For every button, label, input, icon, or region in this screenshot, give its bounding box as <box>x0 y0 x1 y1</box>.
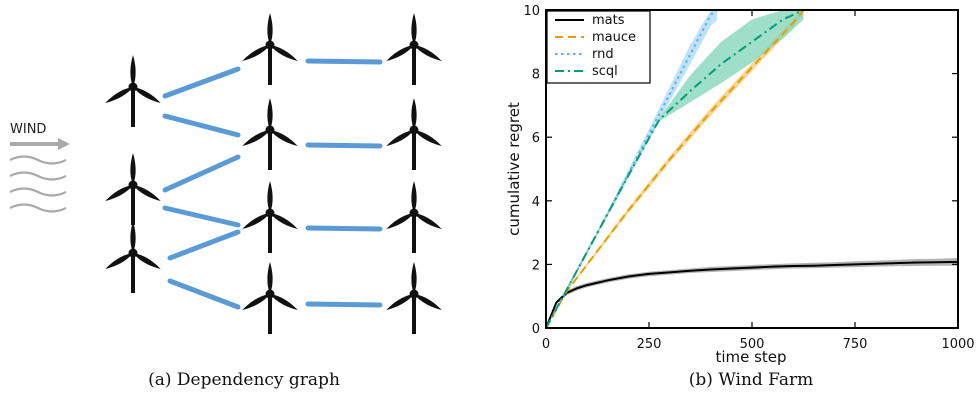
dependency-edge <box>162 66 241 99</box>
wind-wave-line <box>9 187 67 197</box>
y-tick-label: 8 <box>532 68 540 83</box>
turbine-icon <box>103 221 163 293</box>
turbine-icon <box>240 181 300 253</box>
wind-arrow-head-icon <box>58 138 70 150</box>
turbine-icon <box>240 98 300 170</box>
legend-box <box>546 10 651 84</box>
series-line-rnd <box>546 10 718 328</box>
x-axis-label: time step <box>715 348 786 366</box>
wind-wave-line <box>9 203 67 213</box>
wind-farm-chart-panel: 0 250 500 750 1000 0 2 4 6 8 10 time step cumulati… <box>505 4 975 390</box>
turbine-icon <box>384 262 444 334</box>
panel-a-caption: (a) Dependency graph <box>148 370 340 390</box>
y-tick-label: 2 <box>532 258 540 273</box>
legend-label-rnd: rnd <box>592 47 614 62</box>
dependency-edge <box>305 225 383 232</box>
dependency-edge <box>305 301 383 308</box>
y-tick-label: 0 <box>532 322 540 337</box>
axis-ticks: 0 250 500 750 1000 0 2 4 6 8 10 <box>523 4 974 352</box>
dependency-graph-panel: WIND <box>9 13 444 390</box>
dependency-edge <box>162 113 241 138</box>
series-lines <box>546 10 958 328</box>
series-line-mauce <box>546 10 805 328</box>
dependency-edge <box>162 154 241 193</box>
series-line-mats <box>546 260 958 328</box>
y-tick-label: 4 <box>532 195 540 210</box>
y-tick-label: 6 <box>532 131 540 146</box>
x-tick-label: 250 <box>637 337 662 352</box>
wind-wave-line <box>9 155 67 165</box>
dependency-edge <box>305 142 383 149</box>
dependency-edge <box>167 278 241 310</box>
legend-label-scql: scql <box>592 64 618 79</box>
legend-label-mats: mats <box>592 13 625 28</box>
x-tick-label: 750 <box>843 337 868 352</box>
legend: mats mauce rnd scql <box>546 10 651 84</box>
dependency-edge <box>167 229 241 261</box>
y-axis-label: cumulative regret <box>505 102 523 236</box>
turbine-icon <box>384 181 444 253</box>
band-mats <box>546 258 958 328</box>
legend-label-mauce: mauce <box>592 30 636 45</box>
wind-indicator: WIND <box>9 122 70 213</box>
dependency-edge <box>162 205 241 228</box>
band-scql <box>546 10 804 328</box>
turbine-icon <box>384 98 444 170</box>
x-tick-label: 0 <box>542 337 550 352</box>
turbine-icon <box>384 13 444 85</box>
turbine-icon <box>103 153 163 225</box>
turbines <box>103 13 444 334</box>
wind-label: WIND <box>10 122 46 137</box>
dependency-edges <box>162 58 383 310</box>
turbine-icon <box>240 13 300 85</box>
wind-wave-line <box>9 171 67 181</box>
y-tick-label: 10 <box>523 4 540 19</box>
turbine-icon <box>240 262 300 334</box>
x-tick-label: 500 <box>740 337 765 352</box>
turbine-icon <box>103 55 163 127</box>
panel-b-caption: (b) Wind Farm <box>689 370 813 390</box>
dependency-edge <box>305 58 383 65</box>
x-tick-label: 1000 <box>941 337 974 352</box>
